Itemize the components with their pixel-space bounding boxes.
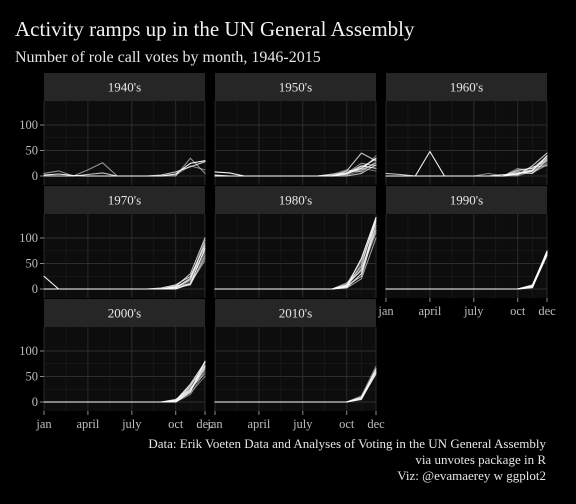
panel-background-1990-s [386,214,547,298]
x-tick-label: dec [196,417,214,431]
x-tick-label: jan [35,417,52,431]
panel-1980-s: 1980's [214,186,377,298]
panel-1970-s: 1970's 0 50 100 [19,186,206,298]
caption-line-2: via unvotes package in R [415,452,546,467]
y-tick-label: 50 [26,370,39,384]
series-line-2000-s-10 [43,366,206,403]
series-line-1940-s-3 [43,161,206,177]
x-tick-label: jan [377,304,394,318]
series-line-2010-s-6 [214,369,377,403]
x-tick-label: oct [339,417,355,431]
series-line-1950-s-10 [214,162,377,177]
strip-1940-s [44,73,205,101]
x-tick-label: oct [168,417,184,431]
y-tick-label: 0 [32,282,38,296]
x-tick-label: jan [206,417,223,431]
strip-label-1990-s: 1990's [450,193,483,208]
series-line-1990-s-10 [385,254,548,290]
x-tick-label: july [292,417,313,431]
y-tick-label: 100 [19,118,38,132]
chart-title: Activity ramps up in the UN General Asse… [15,17,415,41]
y-tick-label: 100 [19,231,38,245]
strip-1970-s [44,186,205,214]
facet-panels: 1940's 0 50 100 1950's 1960's 1970's 0 50 100 1980… [19,73,556,431]
panel-2010-s: 2010's jan april july oct dec [206,299,385,431]
strip-1990-s [386,186,547,214]
x-tick-label: april [247,417,270,431]
x-tick-label: july [121,417,142,431]
y-tick-label: 100 [19,344,38,358]
chart-subtitle: Number of role call votes by month, 1946… [15,49,321,66]
series-line-1960-s-10 [385,164,548,177]
strip-1950-s [215,73,376,101]
panel-1950-s: 1950's [214,73,377,185]
strip-label-1950-s: 1950's [279,80,312,95]
x-tick-label: july [463,304,484,318]
y-tick-label: 50 [26,144,39,158]
caption-line-1: Data: Erik Voeten Data and Analyses of V… [148,436,546,451]
strip-1960-s [386,73,547,101]
strip-label-2010-s: 2010's [279,306,312,321]
strip-1980-s [215,186,376,214]
strip-label-2000-s: 2000's [108,306,141,321]
strip-label-1970-s: 1970's [108,193,141,208]
series-line-1940-s-4 [43,165,206,177]
series-line-1980-s-10 [214,237,377,290]
strip-label-1960-s: 1960's [450,80,483,95]
panel-1940-s: 1940's 0 50 100 [19,73,206,185]
strip-2000-s [44,299,205,327]
y-tick-label: 0 [32,395,38,409]
x-tick-label: april [418,304,441,318]
panel-2000-s: 2000's 0 50 100 jan april july oct dec [19,299,214,431]
panel-1990-s: 1990's jan april july oct dec [377,186,556,318]
caption-line-3: Viz: @evamaerey w ggplot2 [397,468,546,483]
panel-1960-s: 1960's [385,73,548,185]
panel-background-2010-s [215,327,376,411]
series-line-1970-s-10 [43,255,206,290]
x-tick-label: oct [510,304,526,318]
x-tick-label: dec [367,417,385,431]
y-tick-label: 0 [32,169,38,183]
y-tick-label: 50 [26,257,39,271]
strip-label-1980-s: 1980's [279,193,312,208]
strip-2010-s [215,299,376,327]
strip-label-1940-s: 1940's [108,80,141,95]
x-tick-label: april [76,417,99,431]
x-tick-label: dec [538,304,556,318]
